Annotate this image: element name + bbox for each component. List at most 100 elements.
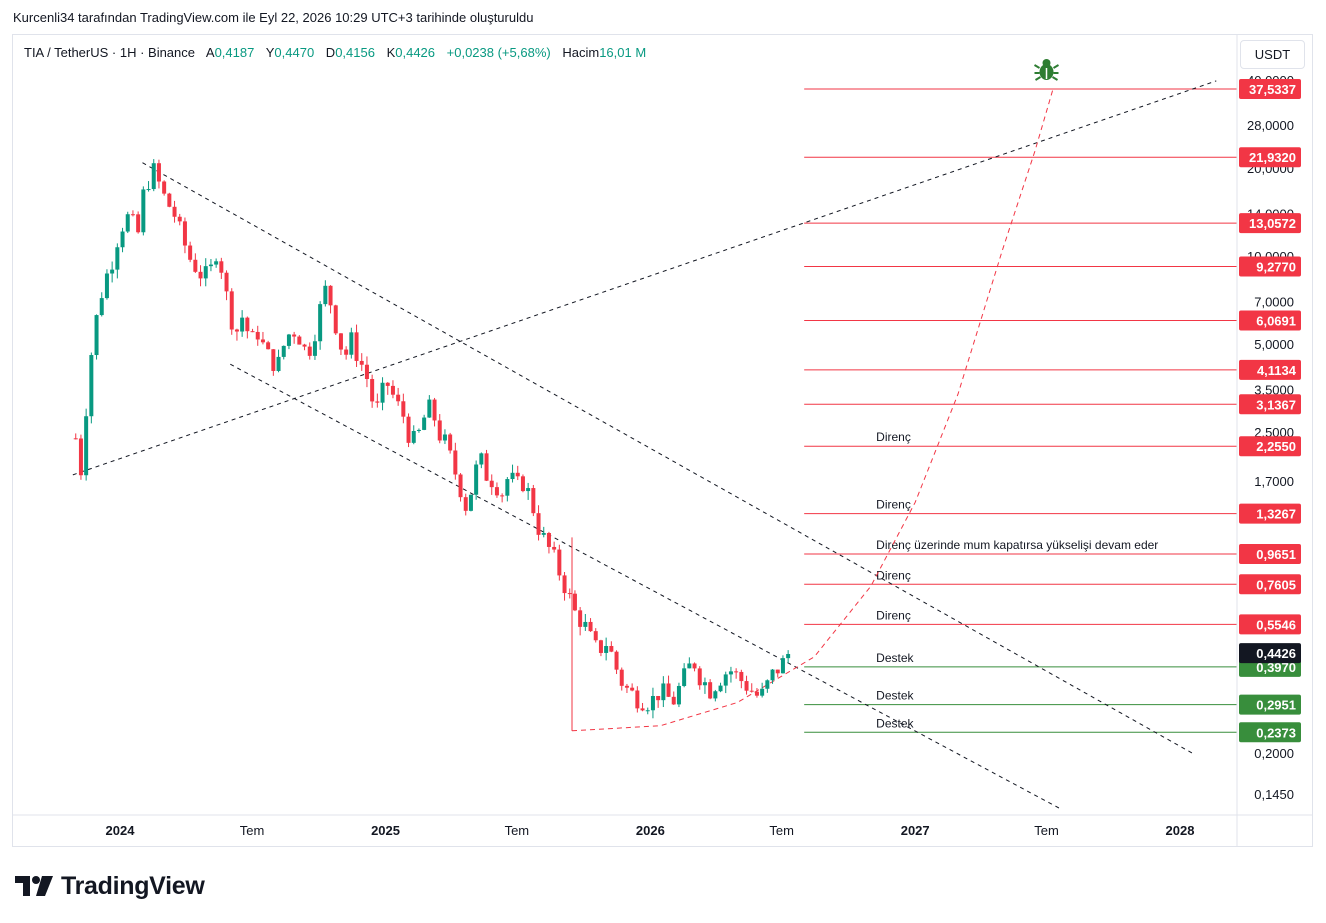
- price-level-badge: 0,5546: [1239, 614, 1301, 635]
- candle-body: [609, 646, 614, 652]
- candle-body: [328, 285, 333, 306]
- price-level-badge-text: 21,9320: [1249, 150, 1296, 165]
- close-label: K: [386, 45, 396, 60]
- candle-body: [286, 334, 291, 346]
- bug-icon: [1033, 59, 1060, 81]
- candle-body: [479, 453, 484, 465]
- candle-body: [489, 480, 494, 488]
- low-value: 0,4156: [335, 45, 375, 60]
- price-level-badge-text: 6,0691: [1256, 313, 1296, 328]
- candle-body: [94, 315, 99, 356]
- candle-body: [536, 513, 541, 535]
- candle-body: [754, 691, 759, 696]
- y-tick-label: 1,7000: [1254, 474, 1294, 489]
- bug-icon-legs: [1033, 64, 1060, 81]
- candle-body: [468, 494, 473, 511]
- symbol-label[interactable]: TIA / TetherUS · 1H · Binance: [24, 45, 195, 60]
- price-level-badge: 21,9320: [1239, 147, 1301, 168]
- price-level-badge-text: 2,2550: [1256, 439, 1296, 454]
- high-label: Y: [265, 45, 275, 60]
- candle-body: [775, 669, 780, 674]
- candle-body: [656, 695, 661, 701]
- candle-body: [682, 668, 687, 686]
- level-note: Direnç: [876, 498, 911, 512]
- volume-label: Hacim: [562, 45, 600, 60]
- x-tick-label: 2026: [636, 823, 665, 838]
- price-level-badge-bg: [1239, 359, 1301, 380]
- candle-body: [645, 710, 650, 712]
- candle-body: [572, 593, 577, 611]
- candle-body: [224, 272, 229, 292]
- y-tick-label: 0,2000: [1254, 746, 1294, 761]
- price-level-badge: 0,7605: [1239, 574, 1301, 595]
- price-level-badge-text: 4,1134: [1257, 363, 1297, 378]
- candle-body: [276, 356, 281, 371]
- candle-body: [614, 651, 619, 670]
- candle-body: [338, 333, 343, 350]
- candle-body: [411, 431, 416, 443]
- currency-button[interactable]: USDT: [1240, 40, 1305, 69]
- candle-body: [520, 476, 525, 492]
- candle-body: [333, 305, 338, 334]
- candle-body: [770, 669, 775, 681]
- candle-body: [474, 464, 479, 495]
- candle-body: [780, 658, 785, 674]
- candle-body: [193, 259, 198, 272]
- level-note: Destek: [876, 689, 914, 703]
- candle-body: [396, 394, 401, 402]
- candle-body: [208, 264, 213, 267]
- price-level-badge: 6,0691: [1239, 310, 1301, 331]
- candle-body: [432, 399, 437, 421]
- price-level-badge-text: 0,7605: [1256, 577, 1296, 592]
- volume-value: 16,01 M: [599, 45, 647, 60]
- candle-body: [676, 685, 681, 705]
- candle-body: [437, 420, 442, 441]
- last-price-badge-bg: [1239, 643, 1301, 664]
- candle-body: [697, 668, 702, 686]
- candle-body: [734, 671, 739, 673]
- x-tick-label: 2024: [106, 823, 136, 838]
- price-level-badge-bg: [1239, 147, 1301, 168]
- candle-body: [671, 696, 676, 705]
- candle-body: [557, 549, 562, 576]
- candle-body: [510, 472, 515, 480]
- price-level-badge: 4,1134: [1239, 359, 1301, 380]
- candle-body: [260, 339, 265, 343]
- level-note: Direnç üzerinde mum kapatırsa yükselişi …: [876, 538, 1158, 552]
- tradingview-logo[interactable]: TradingView: [15, 872, 205, 901]
- candle-body: [115, 247, 120, 270]
- candle-body: [604, 646, 609, 653]
- candle-body: [344, 349, 349, 355]
- candle-body: [728, 671, 733, 675]
- price-level-badge-text: 3,1367: [1256, 397, 1296, 412]
- candle-body: [661, 683, 666, 701]
- price-level-badge: 0,2951: [1239, 694, 1301, 715]
- candle-body: [640, 708, 645, 711]
- y-tick-label: 28,0000: [1247, 118, 1294, 133]
- candle-body: [177, 216, 182, 222]
- candle-body: [458, 474, 463, 498]
- candle-body: [708, 682, 713, 699]
- candle-body: [182, 221, 187, 246]
- candle-body: [146, 189, 151, 191]
- price-level-badge: 0,9651: [1239, 544, 1301, 565]
- x-tick-label: Tem: [1034, 823, 1059, 838]
- candle-body: [619, 669, 624, 686]
- low-label: D: [325, 45, 336, 60]
- price-level-badge-text: 9,2770: [1256, 260, 1296, 275]
- ascending-trendline: [72, 80, 1217, 476]
- candle-body: [650, 695, 655, 711]
- candle-body: [359, 360, 364, 365]
- x-tick-label: Tem: [240, 823, 265, 838]
- last-price-badge: 0,4426: [1239, 643, 1301, 664]
- price-level-badge-bg: [1239, 503, 1301, 524]
- candle-body: [484, 453, 489, 481]
- price-level-badge-bg: [1239, 614, 1301, 635]
- candle-body: [84, 416, 89, 476]
- price-level-badge-bg: [1239, 256, 1301, 277]
- x-tick-label: Tem: [505, 823, 530, 838]
- x-tick-label: 2028: [1166, 823, 1195, 838]
- price-level-badge: 9,2770: [1239, 256, 1301, 277]
- candle-body: [562, 575, 567, 594]
